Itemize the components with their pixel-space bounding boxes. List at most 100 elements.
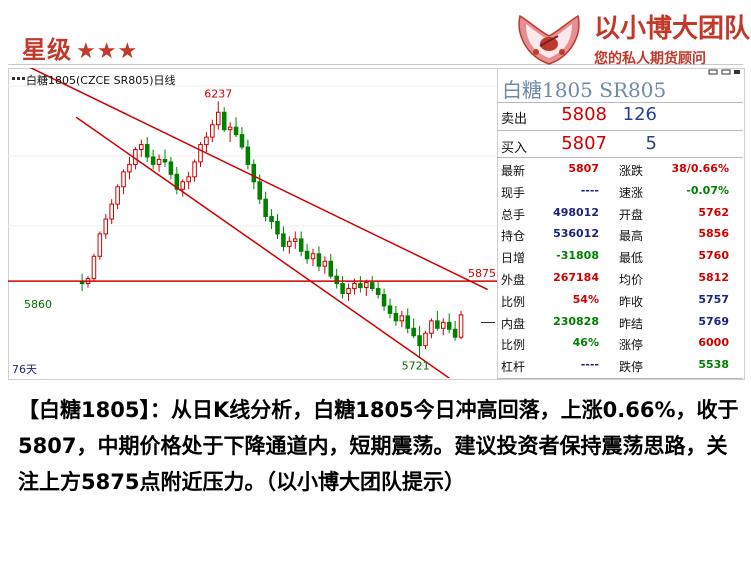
quote-value-right: 5757 [698, 292, 729, 306]
candle-body [269, 216, 274, 223]
candle-body [156, 158, 162, 165]
candle-body [340, 283, 345, 295]
quote-value-right: 5812 [698, 271, 729, 284]
quote-value-right: 6000 [698, 336, 729, 350]
quote-value-left: 46% [572, 336, 599, 350]
rating-stars: ★★★ [76, 39, 139, 64]
kline-chart: 6237 5860 5721 5875 76天 [8, 68, 497, 378]
panel-divider [497, 130, 743, 131]
candle-body [239, 134, 245, 148]
candle-body [121, 171, 126, 188]
candle-body [281, 233, 286, 247]
candle-body [210, 124, 215, 138]
quote-value-left: 230828 [553, 314, 599, 328]
candle-body [204, 136, 209, 146]
quote-value-left: 498012 [553, 205, 599, 219]
candle-body [198, 144, 203, 163]
candle-body [150, 156, 156, 165]
candle-body [310, 253, 316, 260]
period-label: 76天 [12, 363, 37, 376]
quote-label-left: 外盘 [501, 273, 526, 287]
kline-chart-frame [8, 68, 499, 380]
candle-body [458, 314, 464, 338]
bid-price: 5807 [561, 133, 607, 154]
candle-body [174, 173, 180, 190]
candle-body [263, 198, 268, 218]
quote-label-right: 涨跌 [619, 164, 644, 178]
panel-divider [497, 378, 743, 379]
candle-body [115, 186, 120, 205]
bid-volume: 5 [645, 133, 657, 154]
quote-value-left: 267184 [553, 271, 599, 284]
quote-label-right: 开盘 [619, 207, 644, 222]
candle-body [334, 275, 339, 285]
candle-body [287, 240, 292, 247]
quote-value-left: 54% [572, 292, 599, 306]
candle-body [364, 282, 369, 289]
quote-label-left: 杠杆 [501, 360, 526, 375]
candle-body [411, 327, 416, 337]
quote-label-left: 持仓 [501, 229, 526, 244]
quote-value-right: 38/0.66% [671, 162, 730, 175]
channel-upper-line [29, 68, 489, 291]
header-divider [8, 64, 743, 65]
price-marker-icon [481, 322, 495, 323]
panel-toolbar-icon[interactable] [497, 69, 743, 75]
quote-row: 杠杆 ---- 跌停 5538 [497, 355, 743, 377]
candle-body [251, 163, 257, 183]
low-label-left: 5860 [24, 298, 52, 311]
quote-row: 总手 498012 开盘 5762 [497, 203, 743, 225]
resistance-label: 5875 [468, 267, 496, 280]
candle-body [233, 126, 239, 136]
quote-row: 持仓 536012 最高 5856 [497, 224, 743, 246]
candle-body [452, 328, 458, 338]
rating: 星级 ★★★ [22, 30, 138, 65]
rating-label: 星级 [22, 36, 72, 64]
candle-body [275, 221, 280, 235]
quote-label-left: 总手 [501, 207, 526, 222]
quote-label-left: 比例 [501, 294, 526, 309]
bid-row: 买入 5807 5 [497, 131, 743, 159]
quote-value-right: 5538 [698, 358, 729, 372]
candle-body [91, 255, 97, 280]
chart-menu-icon[interactable] [12, 74, 28, 82]
quote-label-left: 日增 [501, 251, 526, 266]
quote-label-right: 速涨 [619, 185, 644, 200]
candle-body [316, 253, 322, 267]
quote-label-right: 跌停 [619, 360, 644, 375]
chart-grid [8, 85, 497, 227]
brand-slogan: 您的私人期货顾问 [594, 51, 706, 67]
candle-body [186, 176, 191, 183]
quote-row: 日增 -31808 最低 5760 [497, 246, 743, 268]
channel-lower-line [75, 116, 451, 378]
candle-body [369, 282, 375, 290]
quote-row: 外盘 267184 均价 5812 [497, 268, 743, 290]
quote-label-left: 现手 [501, 185, 526, 200]
candle-body [139, 144, 144, 151]
candle-body [417, 335, 422, 347]
quote-value-left: 536012 [553, 227, 599, 241]
candle-body [304, 250, 310, 260]
chart-title: 白糖1805(CZCE SR805)日线 [26, 74, 176, 87]
candle-body [387, 305, 393, 314]
candle-body [103, 218, 109, 235]
quote-label-right: 最低 [619, 251, 644, 266]
candle-body [245, 146, 251, 165]
quote-label-right: 昨收 [619, 294, 644, 309]
candle-body [257, 181, 263, 200]
candle-body [292, 238, 298, 242]
quote-row: 现手 ---- 速涨 -0.07% [497, 181, 743, 203]
panel-divider [497, 102, 743, 103]
ask-label: 卖出 [501, 112, 528, 127]
candle-body [180, 181, 186, 190]
quote-value-left: ---- [580, 358, 599, 372]
candle-body [227, 126, 233, 131]
quote-row: 比例 54% 昨收 5757 [497, 290, 743, 312]
candle-body [216, 111, 221, 126]
low-label-right: 5721 [402, 360, 430, 373]
candle-body [162, 158, 168, 163]
candle-body [423, 332, 428, 347]
candle-body [144, 144, 150, 158]
quote-value-right: 5769 [698, 314, 729, 328]
candle-body [393, 312, 399, 322]
